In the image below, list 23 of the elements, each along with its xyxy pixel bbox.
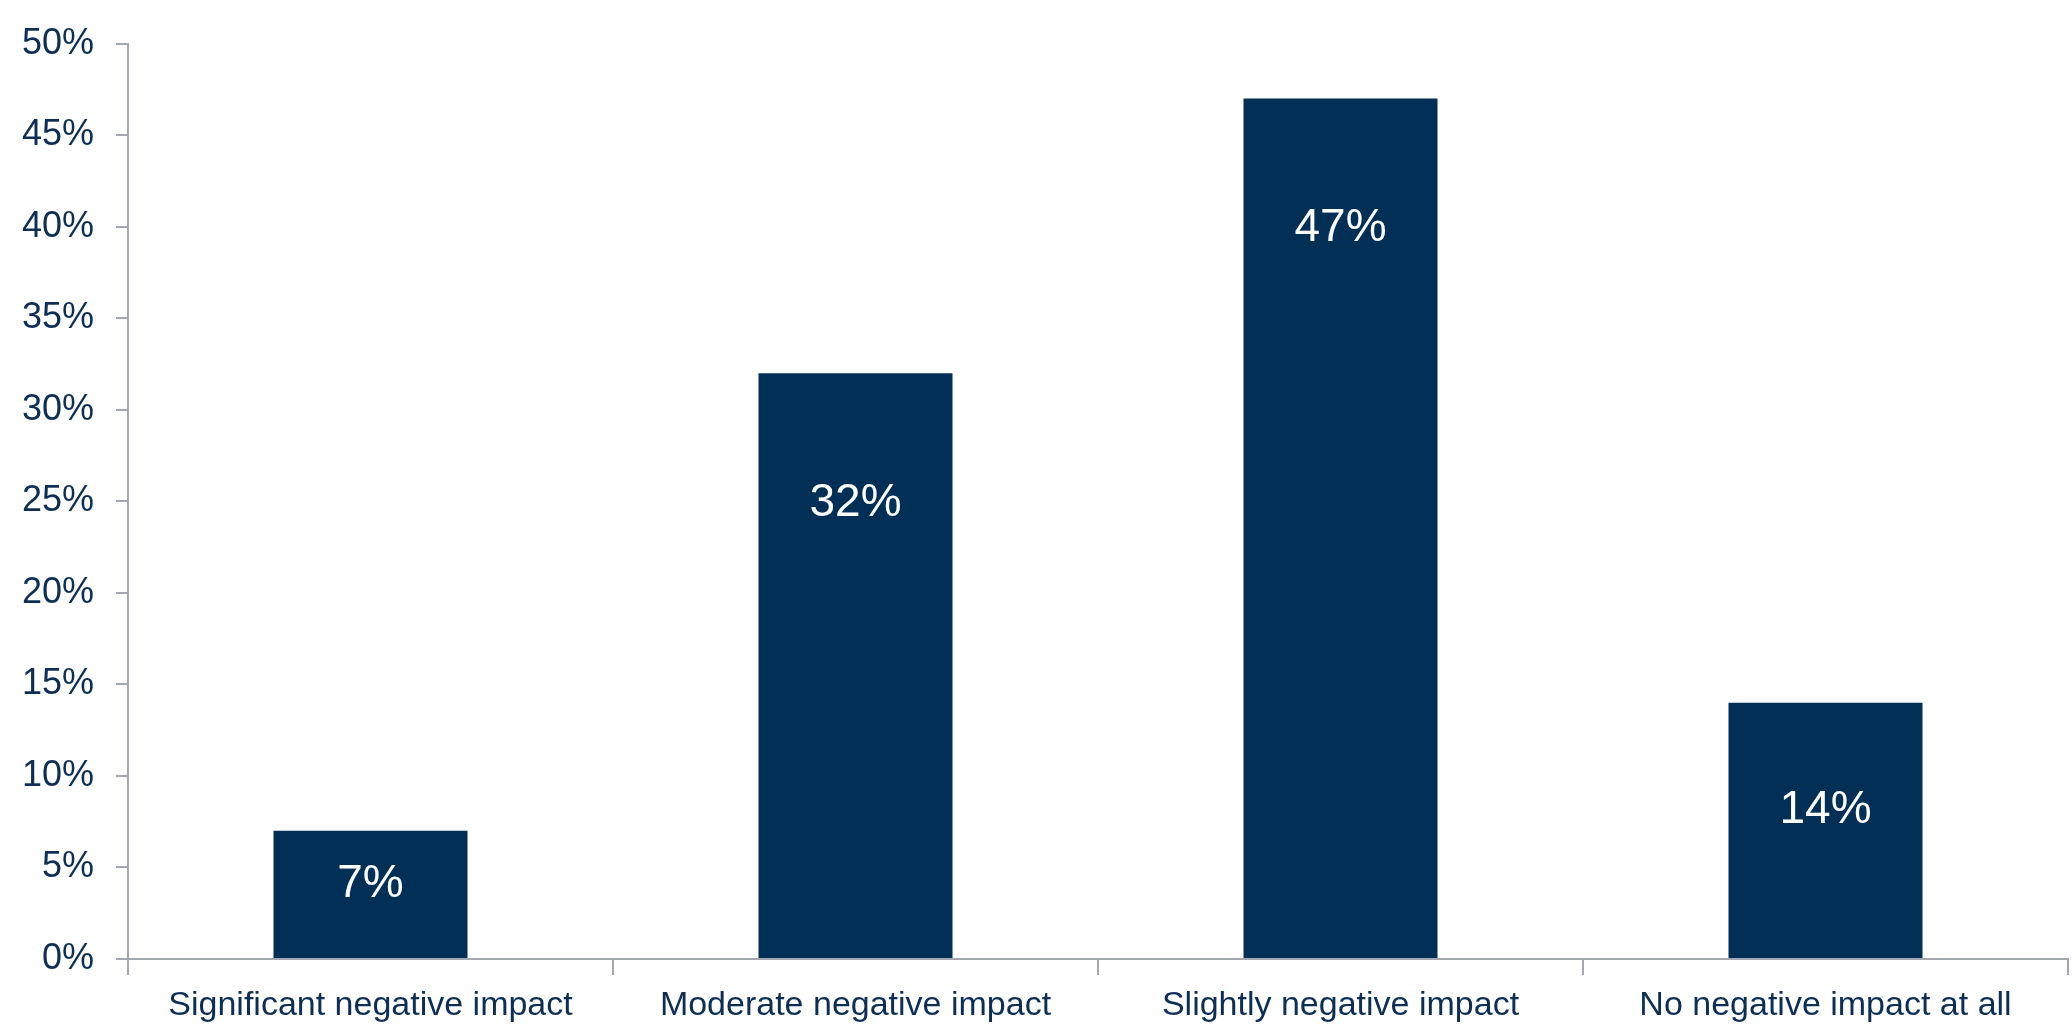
y-tick-label: 35% <box>21 295 94 337</box>
y-tick-label: 20% <box>21 569 94 611</box>
x-tick-label: No negative impact at all <box>1639 983 2012 1022</box>
bar <box>273 830 468 958</box>
y-tick-label: 25% <box>21 478 94 520</box>
bar <box>758 373 953 958</box>
bar <box>1243 98 1438 958</box>
y-tick-label: 30% <box>21 386 94 428</box>
data-label: 32% <box>809 473 902 526</box>
x-tick-label: Slightly negative impact <box>1161 983 1520 1022</box>
y-tick-label: 15% <box>21 661 94 703</box>
y-tick-label: 5% <box>41 844 94 886</box>
x-tick-label: Moderate negative impact <box>659 983 1052 1022</box>
y-tick-label: 50% <box>21 20 94 62</box>
y-tick-label: 0% <box>41 935 94 977</box>
x-tick-label: Significant negative impact <box>168 983 574 1022</box>
y-tick-label: 40% <box>21 203 94 245</box>
data-label: 14% <box>1779 780 1872 833</box>
y-tick-label: 10% <box>21 752 94 794</box>
data-label: 47% <box>1294 199 1387 252</box>
data-label: 7% <box>337 854 404 907</box>
bar <box>1728 702 1923 958</box>
y-tick-label: 45% <box>21 112 94 154</box>
